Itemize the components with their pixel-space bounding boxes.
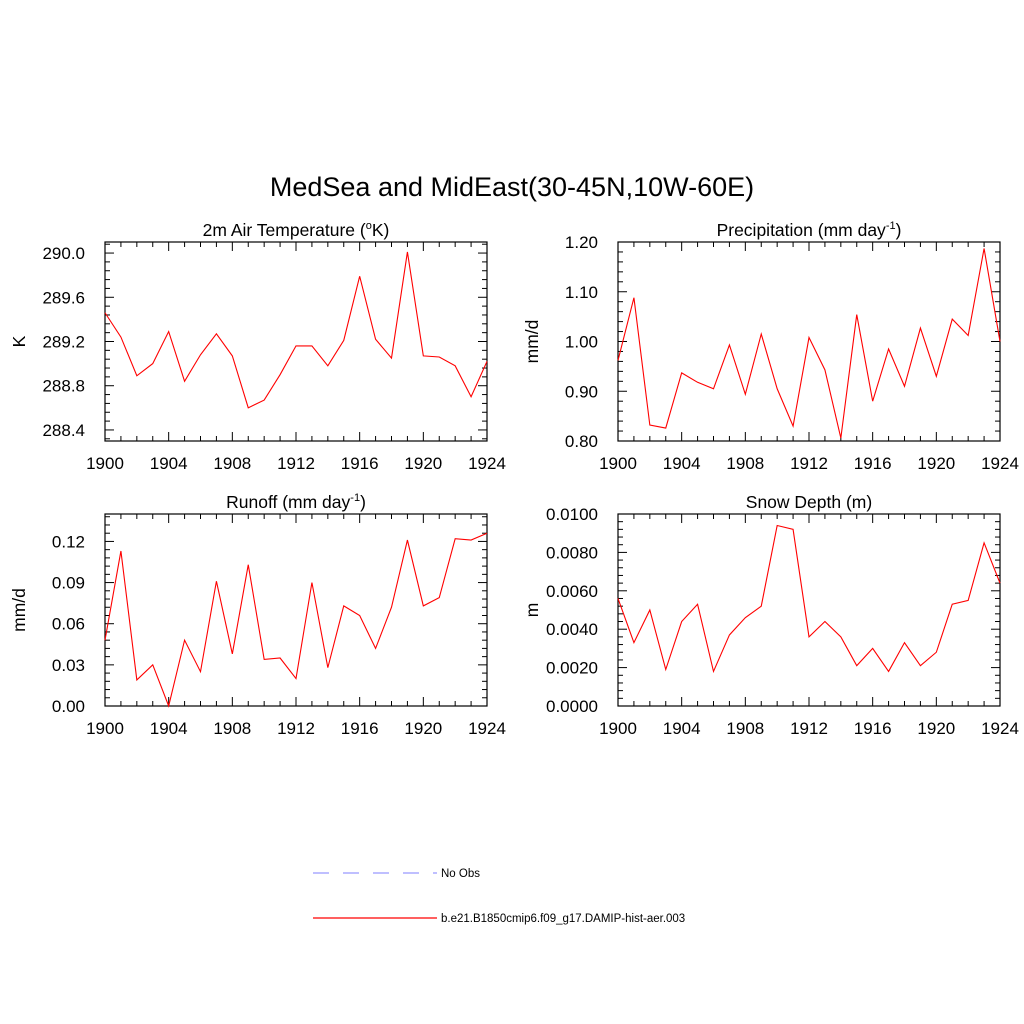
air-temperature-title-main: 2m Air Temperature ( (203, 220, 366, 240)
precipitation-x-tick-label: 1908 (726, 454, 764, 473)
snow-depth-x-tick-label: 1920 (917, 719, 955, 738)
air-temperature-x-tick-label: 1900 (86, 454, 124, 473)
snow-depth-x-tick-label: 1900 (599, 719, 637, 738)
air-temperature-y-tick-label: 289.2 (42, 333, 85, 352)
air-temperature-y-tick-label: 290.0 (42, 244, 85, 263)
snow-depth-plot-frame (617, 513, 1001, 707)
runoff-x-tick-label: 1924 (468, 719, 506, 738)
air-temperature-title: 2m Air Temperature (oK) (203, 220, 390, 240)
precipitation-plot-frame (617, 241, 1001, 442)
precipitation-title-main: Precipitation (mm day (717, 220, 886, 240)
air-temperature-series-line (104, 251, 488, 409)
snow-depth-x-tick-label: 1924 (981, 719, 1019, 738)
precipitation-x-tick-label: 1904 (663, 454, 701, 473)
figure-title: MedSea and MidEast(30-45N,10W-60E) (270, 172, 754, 202)
air-temperature-x-tick-label: 1916 (341, 454, 379, 473)
snow-depth-y-tick-label: 0.0040 (546, 620, 598, 639)
snow-depth-panel: Snow Depth (m) m 1900 1904 1908 1912 1916 1920 1… (522, 492, 1019, 738)
precipitation-y-axis-label: mm/d (522, 320, 542, 364)
precipitation-x-tick-label: 1916 (854, 454, 892, 473)
precipitation-panel: Precipitation (mm day-1) mm/d 1900 1904 1908… (522, 220, 1019, 473)
snow-depth-y-axis-label: m (522, 603, 542, 618)
precipitation-y-tick-label: 1.10 (565, 283, 598, 302)
snow-depth-y-tick-label: 0.0080 (546, 543, 598, 562)
legend: No Obs b.e21.B1850cmip6.f09_g17.DAMIP-hi… (313, 868, 685, 925)
precipitation-title-tail: ) (896, 220, 902, 240)
air-temperature-panel: 2m Air Temperature (oK) K 1900 1904 1908 1912… (9, 220, 506, 473)
precipitation-x-tick-label: 1920 (917, 454, 955, 473)
runoff-title: Runoff (mm day-1) (226, 492, 366, 512)
precipitation-title-sup: -1 (886, 220, 896, 232)
air-temperature-x-tick-label: 1924 (468, 454, 506, 473)
runoff-y-tick-label: 0.09 (52, 574, 85, 593)
snow-depth-x-tick-label: 1912 (790, 719, 828, 738)
air-temperature-y-tick-label: 288.4 (42, 421, 85, 440)
precipitation-x-tick-label: 1924 (981, 454, 1019, 473)
runoff-x-tick-label: 1916 (341, 719, 379, 738)
precipitation-series-line (617, 248, 1001, 439)
legend-no-obs-label: No Obs (441, 868, 480, 880)
snow-depth-title: Snow Depth (m) (746, 492, 872, 512)
legend-model-label: b.e21.B1850cmip6.f09_g17.DAMIP-hist-aer.… (441, 913, 685, 925)
snow-depth-title-main: Snow Depth (m) (746, 492, 872, 512)
runoff-series-line (104, 532, 488, 708)
snow-depth-x-tick-label: 1908 (726, 719, 764, 738)
runoff-x-tick-label: 1900 (86, 719, 124, 738)
snow-depth-y-tick-label: 0.0020 (546, 659, 598, 678)
runoff-title-main: Runoff (mm day (226, 492, 350, 512)
precipitation-x-tick-label: 1912 (790, 454, 828, 473)
snow-depth-y-tick-label: 0.0100 (546, 505, 598, 524)
snow-depth-y-tick-label: 0.0000 (546, 697, 598, 716)
precipitation-y-tick-label: 1.00 (565, 333, 598, 352)
snow-depth-series-line (617, 524, 1001, 674)
snow-depth-y-tick-label: 0.0060 (546, 582, 598, 601)
air-temperature-y-tick-label: 288.8 (42, 377, 85, 396)
runoff-panel: Runoff (mm day-1) mm/d 1900 1904 1908 1912 191… (9, 492, 506, 738)
runoff-y-tick-label: 0.00 (52, 697, 85, 716)
runoff-title-sup: -1 (350, 492, 360, 504)
air-temperature-y-axis-label: K (9, 335, 29, 347)
runoff-x-tick-label: 1920 (404, 719, 442, 738)
runoff-y-tick-label: 0.12 (52, 532, 85, 551)
runoff-y-tick-label: 0.06 (52, 615, 85, 634)
runoff-y-axis-label: mm/d (9, 588, 29, 632)
precipitation-title: Precipitation (mm day-1) (717, 220, 902, 240)
precipitation-y-tick-label: 0.80 (565, 432, 598, 451)
air-temperature-x-tick-label: 1908 (213, 454, 251, 473)
air-temperature-x-tick-label: 1920 (404, 454, 442, 473)
air-temperature-x-tick-label: 1912 (277, 454, 315, 473)
air-temperature-title-tail: K) (372, 220, 390, 240)
runoff-x-tick-label: 1904 (150, 719, 188, 738)
runoff-x-tick-label: 1912 (277, 719, 315, 738)
precipitation-y-tick-label: 1.20 (565, 233, 598, 252)
precipitation-x-tick-label: 1900 (599, 454, 637, 473)
snow-depth-x-tick-label: 1916 (854, 719, 892, 738)
runoff-x-tick-label: 1908 (213, 719, 251, 738)
snow-depth-x-tick-label: 1904 (663, 719, 701, 738)
air-temperature-x-tick-label: 1904 (150, 454, 188, 473)
runoff-y-tick-label: 0.03 (52, 656, 85, 675)
air-temperature-y-tick-label: 289.6 (42, 288, 85, 307)
precipitation-y-tick-label: 0.90 (565, 382, 598, 401)
runoff-title-tail: ) (360, 492, 366, 512)
air-temperature-plot-frame (104, 241, 488, 442)
air-temperature-title-sup: o (366, 220, 372, 232)
